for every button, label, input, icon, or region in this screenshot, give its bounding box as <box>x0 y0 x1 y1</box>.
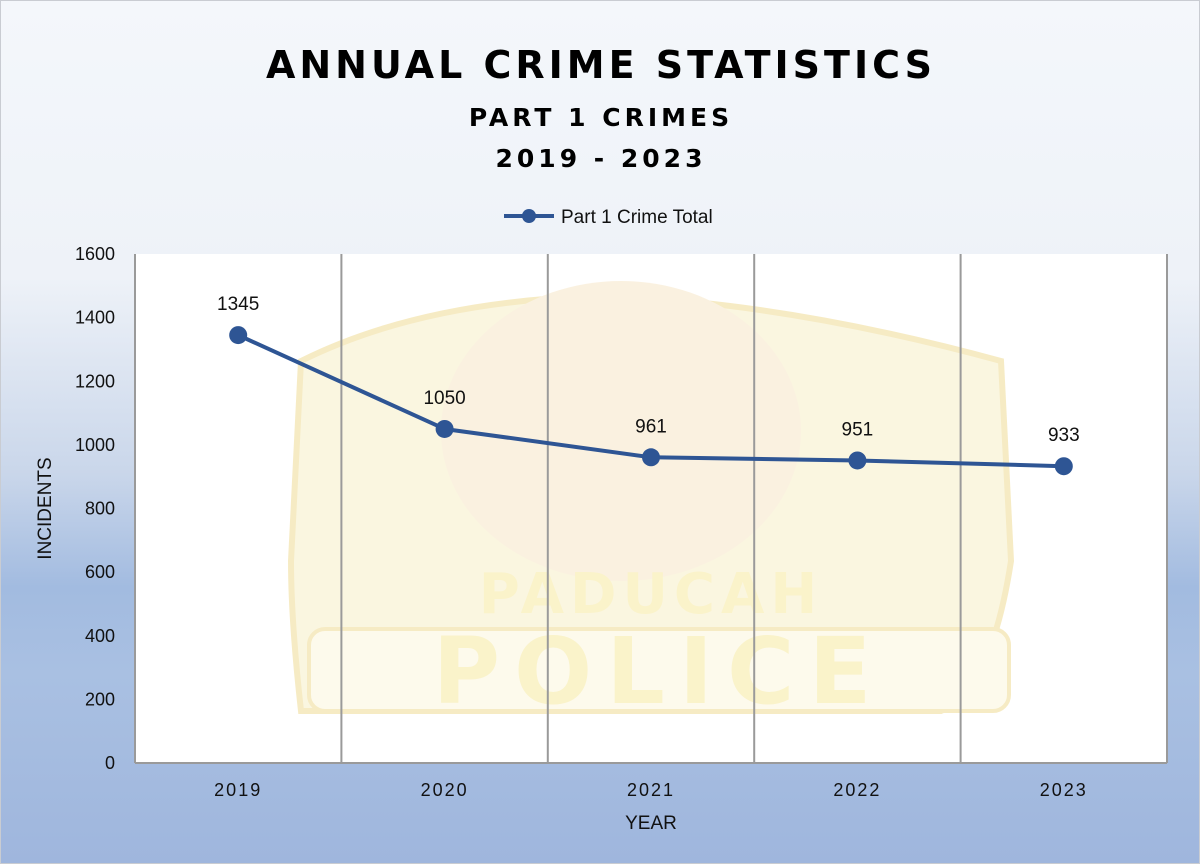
x-tick-label: 2020 <box>421 780 469 800</box>
data-labels: 1345 1050 961 951 933 <box>217 294 1080 446</box>
plot-area <box>135 254 1167 763</box>
legend: Part 1 Crime Total <box>504 207 713 228</box>
chart-subtitle: PART 1 CRIMES <box>468 103 734 132</box>
legend-label: Part 1 Crime Total <box>561 207 713 228</box>
gridlines <box>134 254 1168 764</box>
chart-title: ANNUAL CRIME STATISTICS <box>265 43 937 87</box>
y-tick-label: 0 <box>105 753 115 773</box>
y-tick-label: 1400 <box>75 308 115 328</box>
watermark-text-police: POLICE <box>433 618 886 725</box>
data-point <box>642 448 660 467</box>
badge-banner <box>307 627 1011 713</box>
series-part-1-crime-total <box>229 326 1073 476</box>
data-point <box>229 326 248 345</box>
y-tick-label: 1000 <box>75 435 115 455</box>
data-point <box>1054 457 1073 476</box>
data-label: 1050 <box>423 388 465 409</box>
y-tick-label: 400 <box>85 626 115 646</box>
chart-year-range: 2019 - 2023 <box>495 144 707 173</box>
badge-figure <box>441 281 801 581</box>
y-axis-ticks: 0 200 400 600 800 1000 1200 1400 1600 <box>75 244 115 773</box>
data-label: 933 <box>1048 425 1080 446</box>
x-tick-label: 2019 <box>214 780 262 800</box>
data-label: 951 <box>842 419 874 440</box>
y-tick-label: 800 <box>85 499 115 519</box>
y-axis-label: INCIDENTS <box>35 457 56 559</box>
x-axis-label: YEAR <box>625 813 677 834</box>
x-tick-label: 2021 <box>627 780 675 800</box>
badge-shield <box>287 292 1015 714</box>
x-tick-label: 2022 <box>833 780 881 800</box>
y-tick-label: 600 <box>85 562 115 582</box>
data-point <box>435 419 454 438</box>
x-tick-label: 2023 <box>1040 780 1088 800</box>
data-point <box>848 451 867 470</box>
legend-marker <box>522 209 536 223</box>
watermark-text-paducah: PADUCAH <box>479 562 824 627</box>
y-tick-label: 200 <box>85 689 115 709</box>
y-tick-label: 1200 <box>75 371 115 391</box>
data-label: 961 <box>635 416 667 437</box>
data-label: 1345 <box>217 294 259 315</box>
y-tick-label: 1600 <box>75 244 115 264</box>
x-axis-ticks: 2019 2020 2021 2022 2023 <box>214 780 1088 800</box>
